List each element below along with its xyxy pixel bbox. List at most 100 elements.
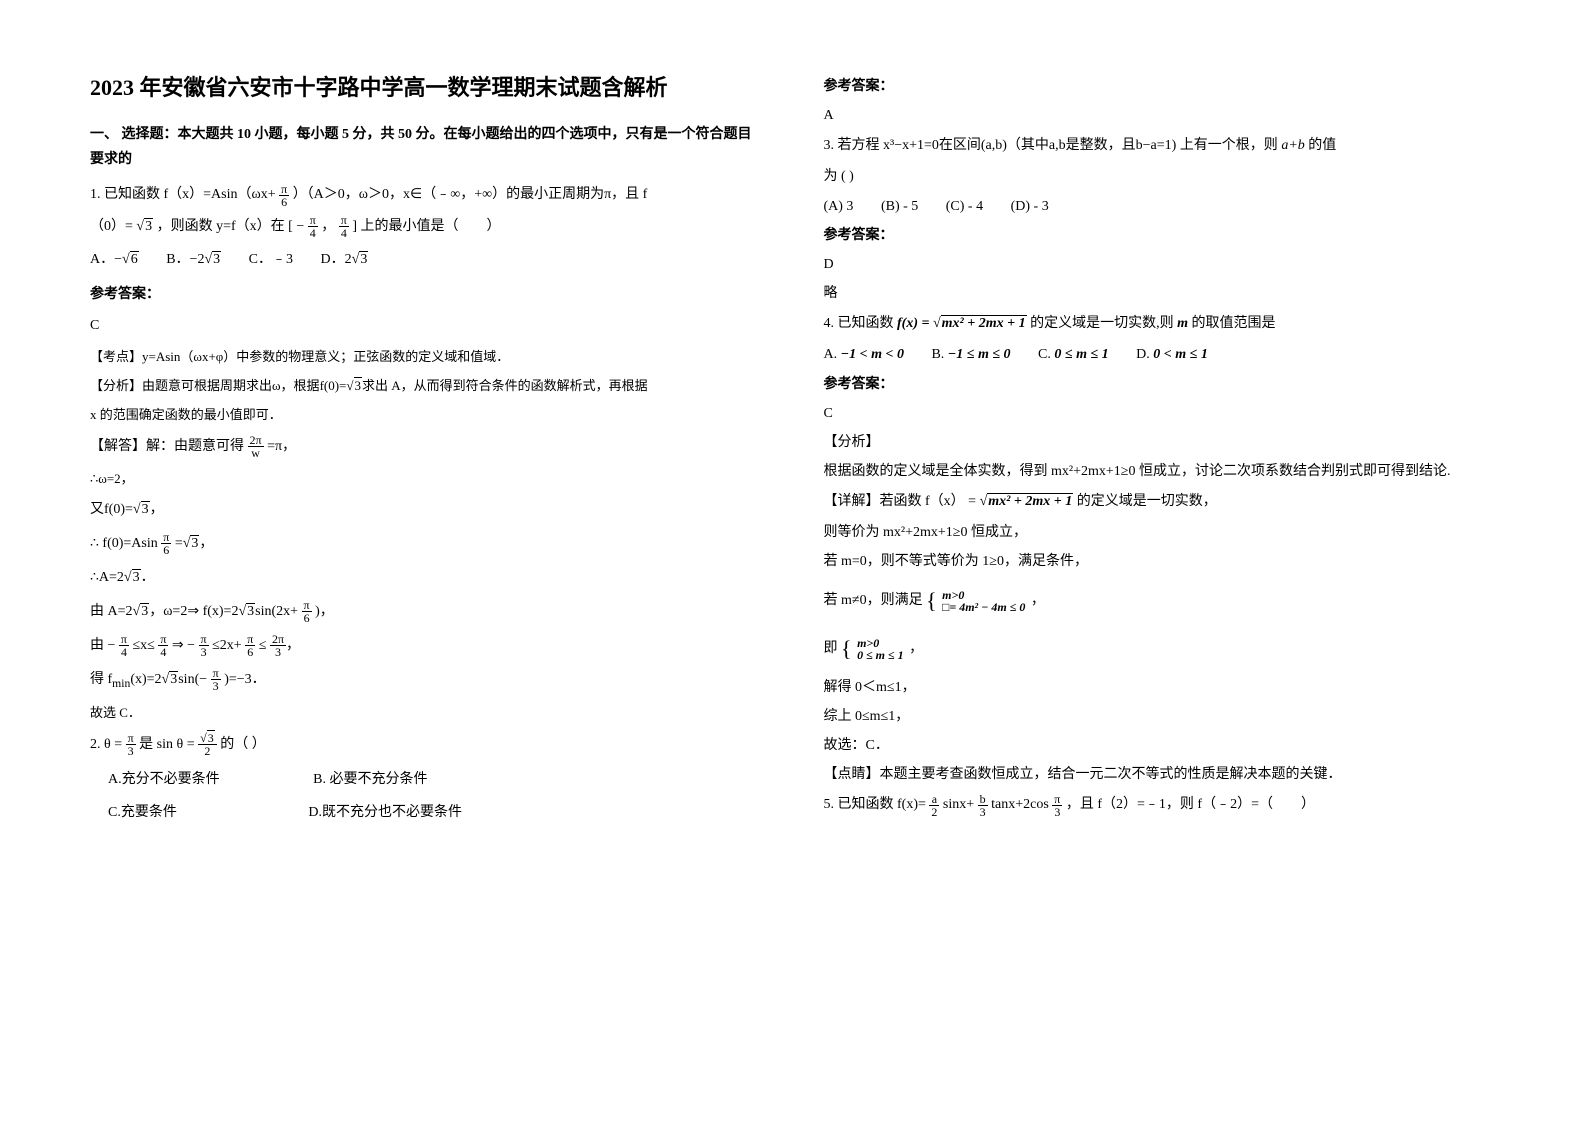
frac-den: 2 xyxy=(929,806,939,818)
text: sin(− xyxy=(178,672,207,687)
inner-expr: mx² + 2mx + 1 xyxy=(988,494,1072,509)
text: 即 xyxy=(824,641,838,656)
text: ， xyxy=(150,502,164,517)
text: 的值 xyxy=(1308,138,1336,153)
q4-stem: 4. 已知函数 f(x) = √mx² + 2mx + 1 的定义域是一切实数,… xyxy=(824,310,1498,338)
q3-optD: (D) - 3 xyxy=(1011,194,1049,219)
text: f(x)=2 xyxy=(203,604,239,619)
frac-den: 3 xyxy=(126,745,136,757)
text: 的（ ） xyxy=(220,737,266,752)
sqrt-expr: mx² + 2mx + 1 xyxy=(987,493,1073,509)
frac-den: 4 xyxy=(308,227,318,239)
sqrt3: 3 xyxy=(132,569,141,585)
sqrt-val: 3 xyxy=(207,730,215,745)
text: 由 xyxy=(90,604,104,619)
q3-answer-label: 参考答案： xyxy=(824,223,1498,248)
q4-e1: 【分析】 xyxy=(824,430,1498,455)
frac: π6 xyxy=(161,531,171,556)
q1-optB: B．−2√3 xyxy=(166,247,221,272)
q5-stem: 5. 已知函数 f(x)= a2 sinx+ b3 tanx+2cos π3 ，… xyxy=(824,791,1498,819)
q4-e11: 【点睛】本题主要考查函数恒成立，结合一元二次不等式的性质是解决本题的关键． xyxy=(824,762,1498,787)
opt-val: 0 ≤ m ≤ 1 xyxy=(1054,347,1108,362)
case-bot: 0 ≤ m ≤ 1 xyxy=(855,649,906,661)
q1-answer: C xyxy=(90,313,764,338)
q3-options: (A) 3 (B) - 5 (C) - 4 (D) - 3 xyxy=(824,194,1498,219)
frac-num: √3 xyxy=(198,732,217,745)
q3-stem: 3. 若方程 x³−x+1=0在区间(a,b)（其中a,b是整数，且b−a=1)… xyxy=(824,132,1498,160)
text: ， xyxy=(909,641,923,656)
q1-exp8: ∴A=2√3． xyxy=(90,564,764,592)
frac-den: w xyxy=(248,447,264,459)
text: ≤2x+ xyxy=(212,638,242,653)
q2-answer-label: 参考答案： xyxy=(824,74,1498,99)
text: 若 m≠0，则满足 xyxy=(824,593,923,608)
q1-frac-pi4a: π 4 xyxy=(308,214,318,239)
sqrt-val: 3 xyxy=(359,251,368,267)
frac-den: 6 xyxy=(279,196,289,208)
frac: π3 xyxy=(211,667,221,692)
q1-stem-line1: 1. 已知函数 f（x）=Asin（ωx+ π 6 ）（A＞0，ω＞0，x∈（﹣… xyxy=(90,182,764,207)
q1-exp5: ∴ω=2， xyxy=(90,467,764,490)
cases: m>0 □= 4m² − 4m ≤ 0 xyxy=(940,589,1027,613)
text: )=−3 xyxy=(224,672,251,687)
frac-num: π xyxy=(339,214,349,227)
sqrt-expr: mx² + 2mx + 1 xyxy=(941,315,1027,331)
fx-label: f(x)= xyxy=(897,797,926,812)
sqrt-val: 3 xyxy=(212,251,221,267)
frac: √32 xyxy=(198,732,217,757)
frac: π6 xyxy=(245,633,255,658)
text: 上有一个根，则 xyxy=(1180,138,1278,153)
opt-label: B. xyxy=(931,347,947,362)
section-heading: 一、 选择题：本大题共 10 小题，每小题 5 分，共 50 分。在每小题给出的… xyxy=(90,122,764,172)
frac-den: 6 xyxy=(245,646,255,658)
frac-den: 2 xyxy=(198,745,217,757)
q4-optC: C. 0 ≤ m ≤ 1 xyxy=(1038,342,1109,367)
q2-options-row1: A.充分不必要条件 B. 必要不充分条件 xyxy=(90,767,764,792)
q1-stem-line2: （0）= √3 ，则函数 y=f（x）在 [ − π 4 ， π 4 ] 上的最… xyxy=(90,214,764,239)
sub: min xyxy=(112,677,130,690)
text: 3. 若方程 xyxy=(824,138,880,153)
q1-options: A．−√6 B．−2√3 C．﹣3 D．2√3 xyxy=(90,247,764,272)
case-bot: □= 4m² − 4m ≤ 0 xyxy=(940,601,1027,613)
text: sin(2x+ xyxy=(255,604,298,619)
q1-exp2: 【分析】由题意可根据周期求出ω，根据f(0)=√3求出 A，从而得到符合条件的函… xyxy=(90,374,764,397)
opt-label: D． xyxy=(321,252,345,267)
frac-num: 2π xyxy=(248,434,264,447)
opt-label: A. xyxy=(824,347,841,362)
opt-label: D. xyxy=(1136,347,1153,362)
text: 求出 A，从而得到符合条件的函数解析式，再根据 xyxy=(362,378,648,393)
opt-val: 0 < m ≤ 1 xyxy=(1153,347,1208,362)
text: 【分析】由题意可根据周期求出ω，根据 xyxy=(90,378,320,393)
frac: π3 xyxy=(1052,793,1062,818)
frac-num: π xyxy=(1052,793,1062,806)
cases: m>0 0 ≤ m ≤ 1 xyxy=(855,637,906,661)
q3-optA: (A) 3 xyxy=(824,194,854,219)
sqrt3: 3 xyxy=(140,603,149,619)
text: sin θ = xyxy=(157,737,198,752)
frac-den: 3 xyxy=(1052,806,1062,818)
frac: π4 xyxy=(158,633,168,658)
opt-label: A． xyxy=(90,252,114,267)
q4-e9: 综上 0≤m≤1， xyxy=(824,704,1498,729)
frac-den: 4 xyxy=(339,227,349,239)
frac: a2 xyxy=(929,793,939,818)
q3-ab: a+b xyxy=(1281,138,1304,153)
text: tanx+2cos xyxy=(991,797,1049,812)
text: sinx+ xyxy=(943,797,974,812)
text: 得 xyxy=(90,672,104,687)
frac: π4 xyxy=(119,633,129,658)
text: ∴ xyxy=(90,536,99,551)
text: 【详解】若函数 f（x） xyxy=(824,494,965,509)
q4-e4: 则等价为 mx²+2mx+1≥0 恒成立， xyxy=(824,520,1498,545)
frac: π6 xyxy=(302,599,312,624)
frac: b3 xyxy=(978,793,988,818)
frac-num: π xyxy=(126,732,136,745)
text: A=2 xyxy=(108,604,133,619)
q4-optD: D. 0 < m ≤ 1 xyxy=(1136,342,1208,367)
frac-den: 4 xyxy=(158,646,168,658)
text: 的定义域是一切实数， xyxy=(1077,494,1217,509)
q1-text-c: （0）= xyxy=(90,219,133,234)
text: ∴A=2 xyxy=(90,570,124,585)
sqrt3: 3 xyxy=(190,535,199,551)
sqrt-val: 6 xyxy=(130,251,139,267)
